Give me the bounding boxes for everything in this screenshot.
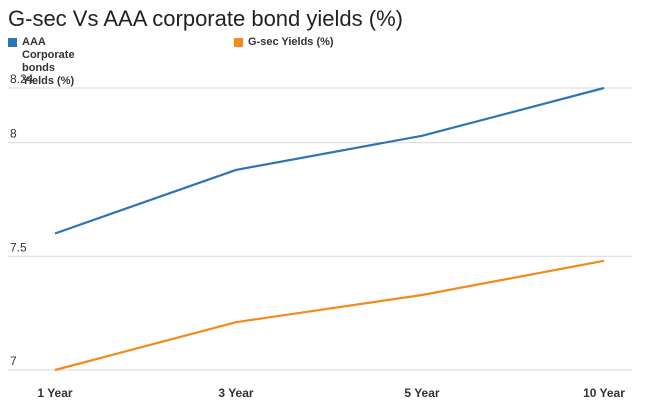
legend-item-aaa[interactable]: AAA Corporate bonds Yields (%) <box>8 36 75 88</box>
x-tick-label: 3 Year <box>218 386 253 400</box>
x-tick-label: 5 Year <box>404 386 439 400</box>
series-line-gsec[interactable] <box>54 259 605 372</box>
y-tick-label: 8 <box>10 127 17 141</box>
legend-item-gsec[interactable]: G-sec Yields (%) <box>234 36 334 49</box>
series-line-aaa[interactable] <box>54 86 605 235</box>
legend-label-aaa: AAA Corporate bonds Yields (%) <box>22 36 75 87</box>
legend-swatch-aaa <box>8 38 17 47</box>
series-lines <box>54 86 605 372</box>
gridlines <box>8 87 632 371</box>
x-tick-label: 1 Year <box>37 386 72 400</box>
legend-label-gsec: G-sec Yields (%) <box>248 36 334 48</box>
chart-title: G-sec Vs AAA corporate bond yields (%) <box>8 6 403 31</box>
y-tick-label: 8.24 <box>10 72 34 86</box>
y-tick-label: 7.5 <box>10 240 27 254</box>
x-axis-ticks: 1 Year 3 Year 5 Year 10 Year <box>37 386 625 400</box>
y-tick-label: 7 <box>10 354 17 368</box>
y-axis-ticks: 8.24 8 7.5 7 <box>10 72 34 368</box>
legend-swatch-gsec <box>234 38 243 47</box>
x-tick-label: 10 Year <box>583 386 625 400</box>
